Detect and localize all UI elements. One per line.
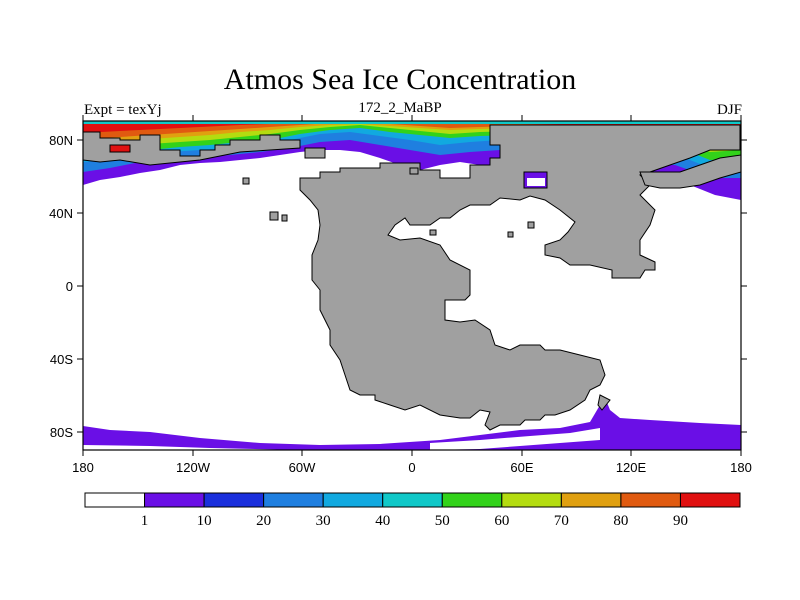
colorbar-tick-label: 50 — [435, 513, 450, 529]
y-tick-label: 0 — [66, 279, 73, 294]
x-tick-label: 180 — [730, 460, 752, 475]
colorbar — [84, 492, 741, 508]
colorbar-tick-label: 70 — [554, 513, 569, 529]
colorbar-tick-label: 60 — [494, 513, 509, 529]
colorbar-swatch — [382, 492, 443, 508]
y-tick-label: 80S — [50, 425, 73, 440]
colorbar-swatch — [560, 492, 622, 508]
colorbar-swatch — [84, 492, 146, 508]
experiment-label: Expt = texYj — [84, 102, 162, 118]
colorbar-tick-label: 40 — [375, 513, 390, 529]
colorbar-labels: 1 10 20 30 40 50 60 70 80 90 — [141, 513, 688, 529]
y-tick-label: 80N — [49, 133, 73, 148]
x-tick-label: 120E — [616, 460, 647, 475]
colorbar-swatch — [144, 492, 205, 508]
season-label: DJF — [716, 102, 742, 118]
x-tick-label: 180 — [72, 460, 94, 475]
x-tick-label: 0 — [408, 460, 415, 475]
colorbar-swatch — [441, 492, 503, 508]
period-label: 172_2_MaBP — [358, 100, 442, 116]
land-masses — [83, 124, 741, 431]
y-tick-label: 40S — [50, 352, 73, 367]
x-tick-label: 60E — [510, 460, 533, 475]
colorbar-tick-label: 20 — [256, 513, 271, 529]
colorbar-tick-label: 1 — [141, 513, 149, 529]
colorbar-tick-label: 80 — [613, 513, 628, 529]
colorbar-swatch — [263, 492, 324, 508]
colorbar-tick-label: 10 — [197, 513, 212, 529]
colorbar-swatch — [679, 492, 741, 508]
colorbar-swatch — [203, 492, 265, 508]
map-title: Atmos Sea Ice Concentration — [223, 63, 577, 96]
axis-ticks — [77, 115, 747, 456]
colorbar-tick-label: 90 — [673, 513, 688, 529]
colorbar-swatch — [620, 492, 681, 508]
y-tick-label: 40N — [49, 206, 73, 221]
x-tick-label: 120W — [176, 460, 211, 475]
x-tick-label: 60W — [289, 460, 316, 475]
colorbar-tick-label: 30 — [316, 513, 331, 529]
colorbar-swatch — [322, 492, 384, 508]
colorbar-swatch — [501, 492, 562, 508]
